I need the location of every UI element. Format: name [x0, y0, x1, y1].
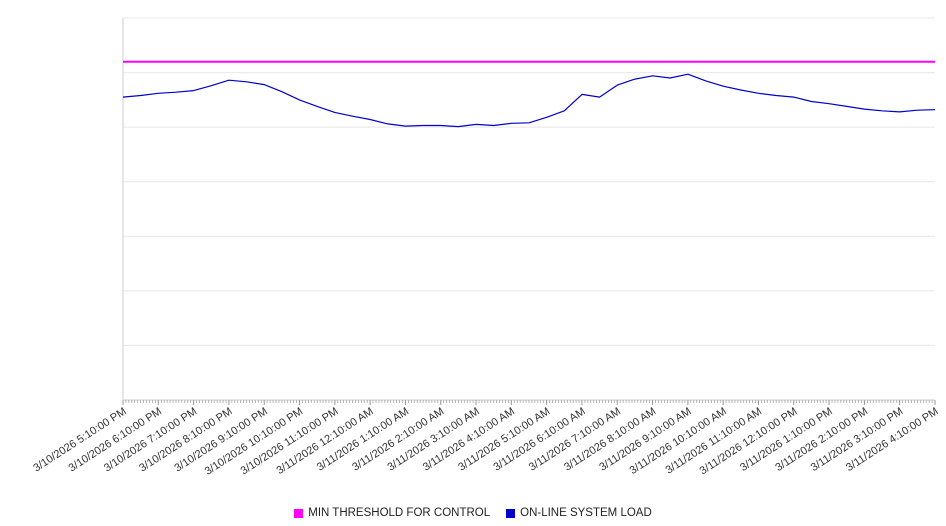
load-line: [122, 73, 936, 128]
legend-label-online-system-load: ON-LINE SYSTEM LOAD: [520, 507, 652, 519]
legend-swatch-online-system-load: [506, 508, 516, 518]
legend-item-online-system-load[interactable]: ON-LINE SYSTEM LOAD: [506, 507, 652, 519]
legend-label-min-threshold: MIN THRESHOLD FOR CONTROL: [308, 507, 491, 519]
legend-swatch-min-threshold: [294, 508, 304, 518]
chart-canvas: 3/10/2026 5:10:00 PM3/10/2026 6:10:00 PM…: [31, 17, 941, 478]
chart-legend: MIN THRESHOLD FOR CONTROL ON-LINE SYSTEM…: [0, 507, 946, 519]
legend-item-min-threshold[interactable]: MIN THRESHOLD FOR CONTROL: [294, 507, 490, 519]
